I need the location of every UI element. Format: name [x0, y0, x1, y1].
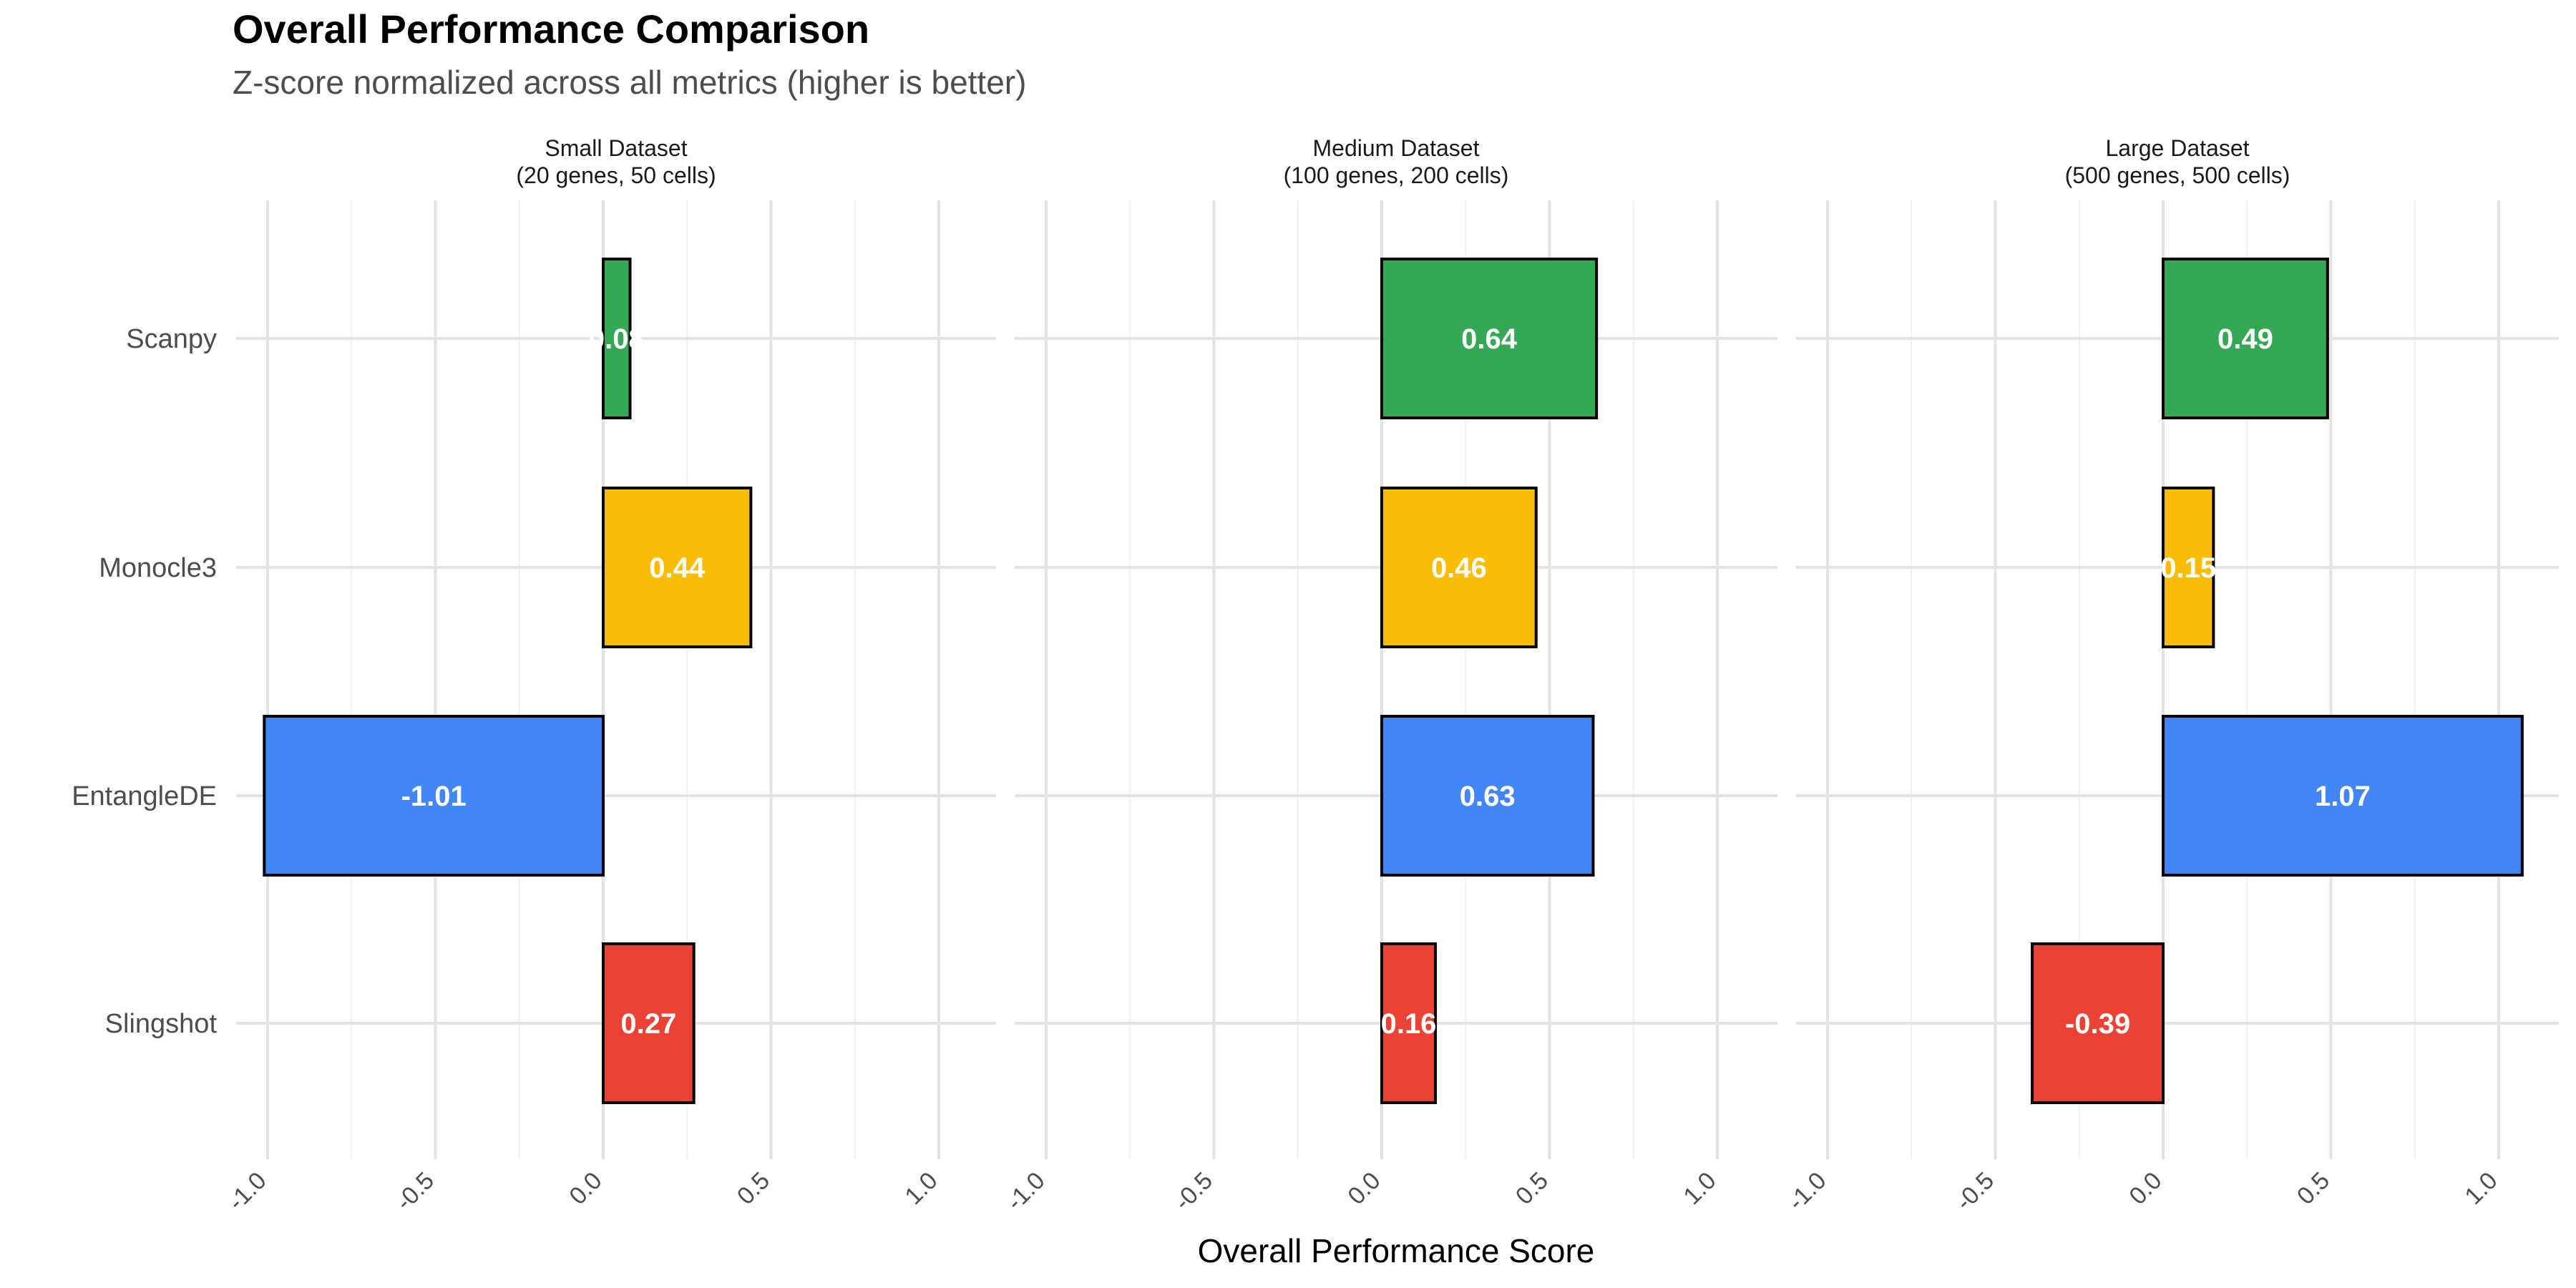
chart-subtitle: Z-score normalized across all metrics (h…	[233, 64, 1027, 101]
bar	[1380, 942, 1438, 1104]
chart-title: Overall Performance Comparison	[233, 6, 870, 52]
bar-value-label: 0.63	[1460, 781, 1516, 812]
bar	[602, 942, 696, 1104]
panel-subtitle: (100 genes, 200 cells)	[1284, 162, 1509, 188]
panel-title: Small Dataset	[545, 135, 687, 161]
bar	[263, 715, 605, 877]
bar	[2162, 258, 2329, 419]
x-tick-label: 0.5	[732, 1167, 775, 1210]
x-tick-label: 0.0	[564, 1167, 607, 1210]
x-tick-label: 0.5	[2292, 1167, 2335, 1210]
bar-value-label: -0.39	[2065, 1008, 2130, 1040]
bar	[1380, 715, 1595, 877]
bar-value-label: 0.16	[1381, 1008, 1437, 1040]
x-tick-label: 0.5	[1511, 1167, 1553, 1210]
bar	[2162, 487, 2215, 648]
x-tick-label: 0.0	[2124, 1167, 2167, 1210]
y-category-label: Scanpy	[126, 324, 217, 354]
panel-title: Medium Dataset	[1313, 135, 1480, 161]
x-tick-label: -1.0	[223, 1167, 271, 1216]
bar	[2162, 715, 2524, 877]
x-tick-label: 1.0	[1678, 1167, 1721, 1210]
x-tick-label: 1.0	[2459, 1167, 2502, 1210]
y-category-label: EntangleDE	[72, 781, 217, 811]
bar-value-label: 0.15	[2160, 552, 2216, 584]
bar	[602, 487, 753, 648]
x-tick-label: 0.0	[1342, 1167, 1385, 1210]
bar-value-label: 0.64	[1461, 323, 1518, 355]
bar-value-label: -1.01	[401, 781, 467, 812]
y-category-label: Slingshot	[105, 1009, 218, 1039]
panel-subtitle: (500 genes, 500 cells)	[2065, 162, 2290, 188]
x-tick-label: 1.0	[899, 1167, 942, 1210]
bar-value-label: 1.07	[2315, 781, 2371, 812]
x-tick-label: -0.5	[391, 1167, 439, 1216]
bar-value-label: 0.08	[589, 323, 645, 355]
y-category-label: Monocle3	[99, 553, 217, 583]
bar-value-label: 0.49	[2218, 323, 2273, 355]
x-axis-title: Overall Performance Score	[1198, 1232, 1595, 1269]
bar	[1380, 487, 1538, 648]
x-tick-label: -1.0	[1782, 1167, 1831, 1216]
x-tick-label: -0.5	[1951, 1167, 1999, 1216]
bar-value-label: 0.27	[620, 1008, 676, 1040]
panel-subtitle: (20 genes, 50 cells)	[516, 162, 716, 188]
x-tick-label: -1.0	[1001, 1167, 1050, 1216]
bar	[602, 258, 632, 419]
bar-value-label: 0.46	[1431, 552, 1487, 584]
x-tick-label: -0.5	[1169, 1167, 1218, 1216]
bar-value-label: 0.44	[649, 552, 706, 584]
bar	[2031, 942, 2165, 1104]
panel-title: Large Dataset	[2105, 135, 2249, 161]
bar	[1380, 258, 1599, 419]
